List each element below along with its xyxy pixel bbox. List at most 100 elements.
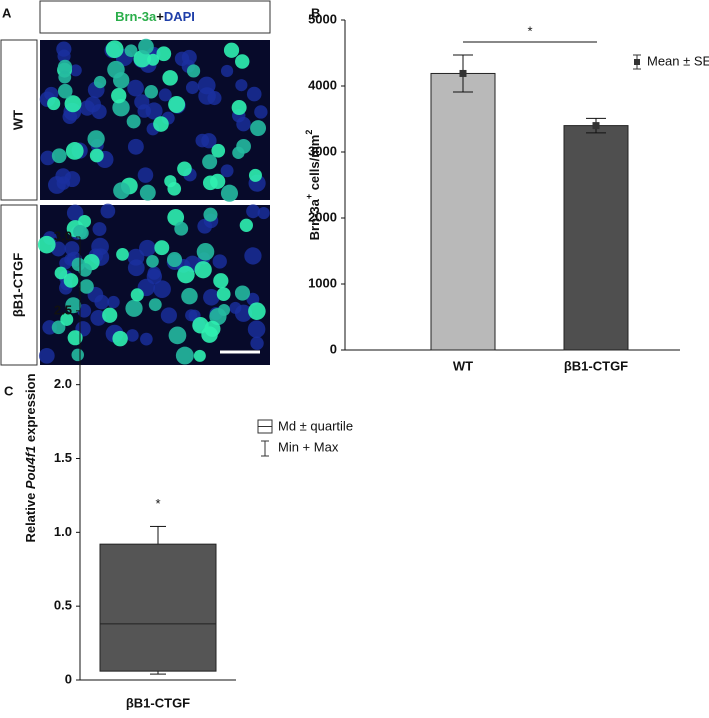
legend-label: Mean ± SEM: [647, 53, 709, 68]
cell: [216, 287, 231, 301]
cell: [153, 116, 169, 132]
cell: [250, 120, 267, 137]
cell: [100, 203, 116, 219]
cell: [40, 150, 56, 166]
row-label: WT: [10, 110, 25, 130]
cell: [203, 207, 218, 222]
cell: [195, 133, 210, 148]
cell: [211, 143, 226, 158]
mean-marker: [459, 69, 467, 77]
cell: [124, 44, 138, 58]
cell: [138, 38, 154, 55]
header-box: [39, 0, 271, 34]
cell: [168, 326, 187, 345]
panel-label: C: [4, 383, 14, 398]
cell: [257, 207, 270, 220]
cell: [87, 130, 105, 148]
cell: [105, 40, 124, 59]
cell: [57, 49, 71, 63]
cell: [111, 87, 127, 104]
cell: [92, 222, 107, 237]
cell: [102, 307, 118, 323]
cell: [235, 54, 250, 69]
cell: [146, 268, 162, 285]
significance: *: [527, 23, 532, 38]
cell: [220, 184, 239, 202]
cell: [213, 273, 229, 289]
cell: [47, 97, 61, 111]
box: [99, 543, 217, 672]
cell: [64, 171, 81, 188]
cell: [220, 164, 234, 178]
cell: [133, 50, 151, 68]
cell: [156, 46, 172, 62]
cell: [37, 235, 56, 254]
bar: [563, 125, 629, 351]
cell: [148, 298, 162, 312]
cell: [198, 87, 216, 105]
cell: [247, 320, 266, 338]
cell: [196, 242, 215, 261]
stain-title: Brn-3a+DAPI: [115, 9, 195, 24]
cell: [66, 204, 84, 222]
cell: [218, 304, 231, 317]
cell: [69, 64, 82, 77]
y-axis-label: Relative Pou4f1 expression: [23, 373, 38, 542]
cell: [146, 254, 159, 268]
cell: [153, 280, 171, 298]
cell: [246, 86, 262, 102]
cell: [127, 138, 144, 155]
cell: [158, 88, 172, 102]
cell: [130, 288, 144, 302]
cell: [125, 299, 143, 317]
cell: [193, 349, 206, 362]
y-axis-label: Brn-3a+ cells/mm2: [304, 130, 322, 241]
row-label: βB1-CTGF: [10, 253, 25, 317]
x-tick-label: WT: [453, 358, 473, 373]
cell: [220, 64, 234, 78]
cell: [194, 261, 212, 279]
cell: [212, 254, 227, 269]
y-tick-label: 0: [330, 341, 337, 356]
cell: [160, 307, 177, 324]
cell: [57, 59, 73, 75]
cell: [244, 247, 262, 265]
cell: [202, 154, 218, 170]
y-tick-label: 5000: [308, 11, 337, 26]
cell: [113, 182, 131, 200]
cell: [60, 312, 74, 326]
cell: [167, 209, 185, 226]
cell: [147, 53, 160, 66]
cell: [65, 297, 82, 314]
cell: [192, 317, 209, 334]
bar: [430, 72, 496, 351]
panel-label: B: [311, 5, 320, 20]
mean-marker: [592, 122, 600, 130]
cell: [71, 348, 85, 362]
cell: [112, 330, 128, 347]
cell: [223, 42, 240, 58]
cell: [84, 96, 101, 113]
cell: [168, 96, 186, 114]
cell: [246, 204, 261, 219]
y-tick-label: 4000: [308, 77, 337, 92]
cell: [234, 285, 251, 301]
y-tick-label: 2.0: [54, 376, 72, 391]
cell: [250, 336, 264, 350]
cell: [112, 99, 130, 117]
significance: *: [155, 496, 160, 511]
cell: [62, 109, 78, 124]
cell: [57, 83, 73, 99]
cell: [63, 273, 79, 288]
cell: [54, 266, 68, 280]
cell: [145, 102, 163, 120]
cell: [203, 288, 220, 306]
cell: [232, 146, 245, 159]
cell: [107, 60, 125, 79]
y-tick-label: 0.5: [54, 598, 72, 613]
cell: [126, 329, 139, 342]
cell: [202, 175, 218, 191]
cell: [65, 142, 84, 160]
cell: [236, 116, 251, 132]
cell: [177, 265, 195, 284]
